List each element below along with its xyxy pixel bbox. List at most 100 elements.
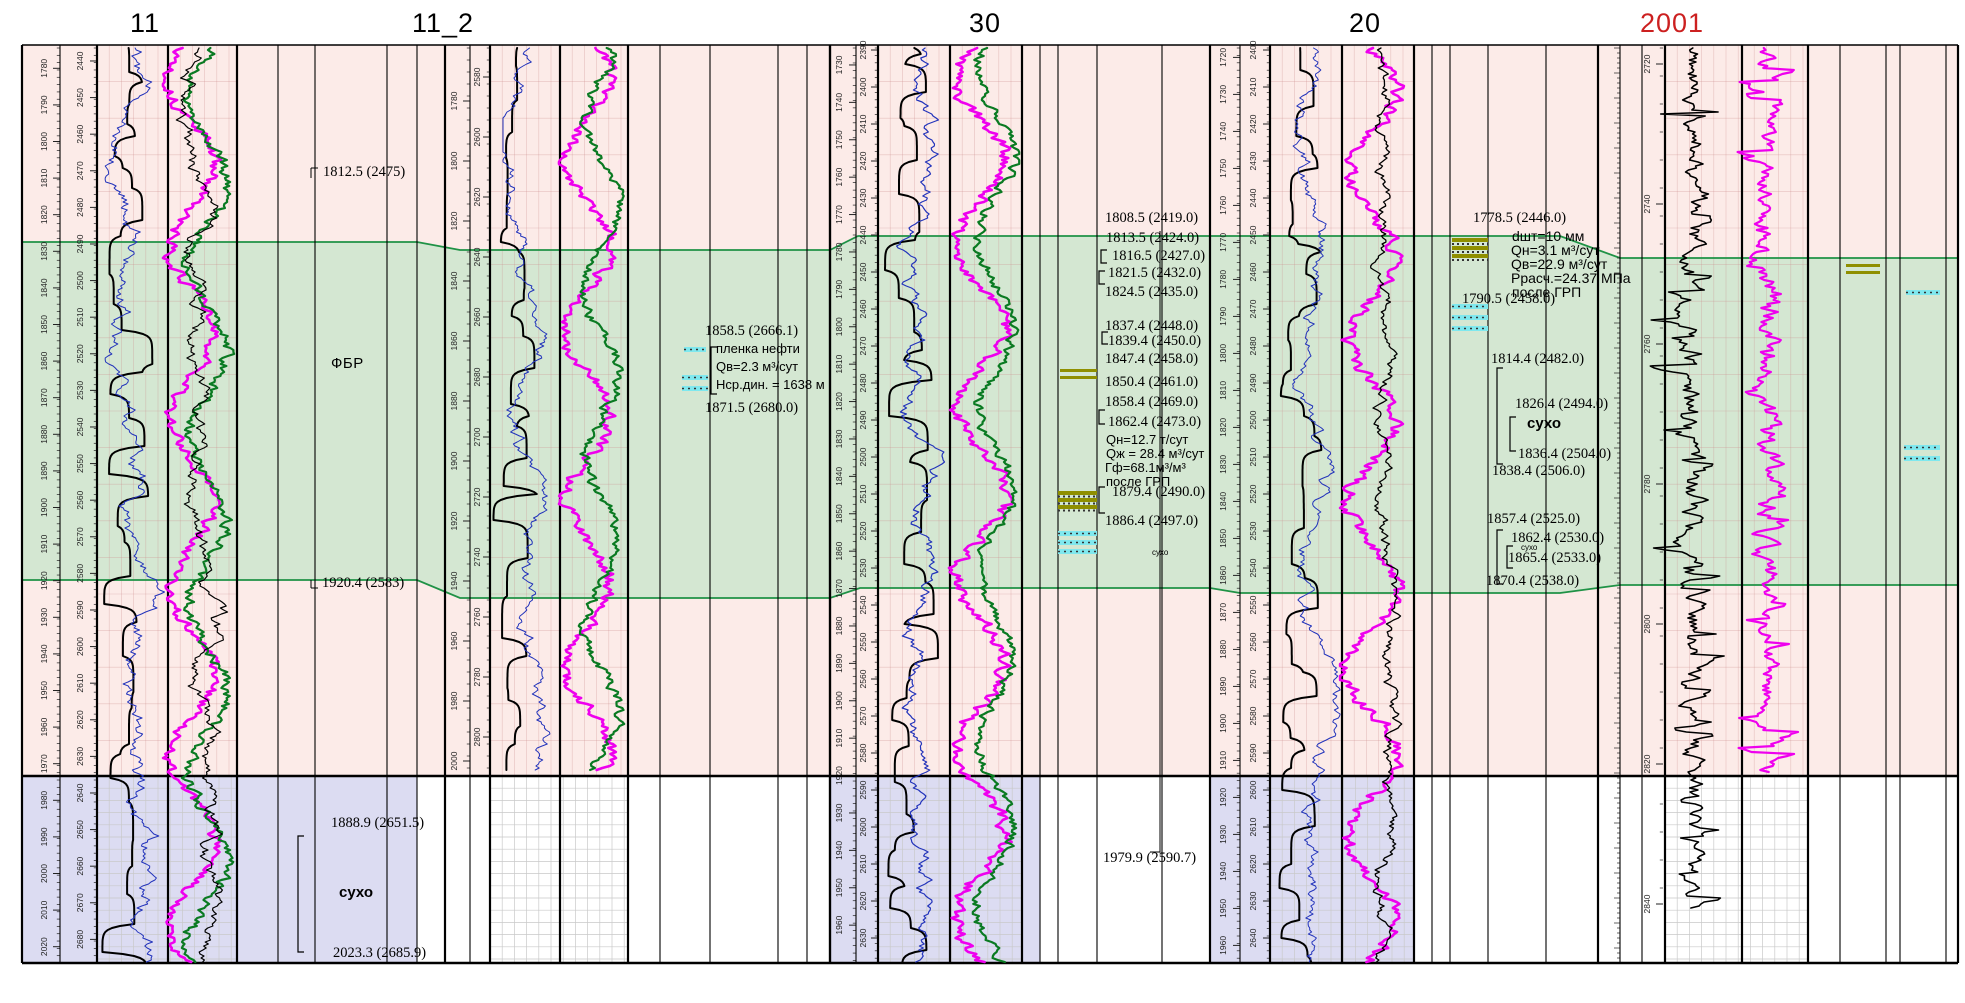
depth-tick-label: 1850	[1218, 529, 1228, 548]
depth-tick-label: 2590	[75, 600, 85, 619]
depth-tick-label: 2540	[1248, 558, 1258, 577]
depth-tick-label: 1810	[1218, 381, 1228, 400]
depth-tick-label: 1880	[449, 391, 459, 410]
depth-tick-label: 2780	[1642, 474, 1652, 493]
depth-tick-label: 1740	[1218, 122, 1228, 141]
depth-tick-label: 2000	[39, 864, 49, 883]
depth-tick-label: 2600	[75, 637, 85, 656]
depth-tick-label: 1830	[1218, 455, 1228, 474]
depth-tick-label: 2590	[1248, 743, 1258, 762]
depth-tick-label: 1860	[1218, 566, 1228, 585]
depth-tick-label: 1780	[834, 242, 844, 261]
depth-tick-label: 2470	[1248, 299, 1258, 318]
depth-tick-label: 1950	[834, 878, 844, 897]
depth-tick-label: 1890	[39, 461, 49, 480]
depth-tick-label: 2560	[75, 490, 85, 509]
depth-tick-label: 2390	[858, 40, 868, 59]
depth-tick-label: 1870	[834, 579, 844, 598]
depth-tick-label: 1960	[834, 915, 844, 934]
depth-tick-label: 2760	[1642, 334, 1652, 353]
depth-tick-label: 2720	[1642, 54, 1652, 73]
zone-top-line	[22, 235, 1958, 259]
depth-bracket	[1509, 416, 1516, 452]
depth-tick-label: 1910	[834, 728, 844, 747]
depth-tick-label: 2680	[472, 367, 482, 386]
depth-bracket	[1496, 367, 1503, 465]
depth-tick-label: 2550	[75, 454, 85, 473]
depth-tick-label: 1780	[1218, 270, 1228, 289]
lower-interval-zone	[830, 776, 1040, 963]
depth-tick-label: 1960	[39, 717, 49, 736]
log-curve	[557, 46, 618, 772]
depth-tick-label: 2480	[75, 198, 85, 217]
depth-tick-label: 2420	[1248, 114, 1258, 133]
green-interval-zone	[22, 236, 1958, 598]
depth-tick-label: 1760	[1218, 196, 1228, 215]
depth-tick-label: 1920	[449, 511, 459, 530]
depth-tick-label: 1870	[39, 388, 49, 407]
depth-tick-label: 2460	[858, 299, 868, 318]
depth-tick-label: 1910	[1218, 751, 1228, 770]
log-curve	[492, 47, 538, 771]
depth-tick-label: 2490	[75, 234, 85, 253]
depth-tick-label: 2520	[75, 344, 85, 363]
depth-tick-label: 1980	[449, 691, 459, 710]
depth-tick-label: 2520	[858, 521, 868, 540]
depth-tick-label: 1920	[39, 571, 49, 590]
log-curve	[577, 46, 626, 772]
depth-tick-label: 1980	[39, 791, 49, 810]
depth-tick-label: 1780	[449, 91, 459, 110]
depth-tick-label: 2530	[858, 558, 868, 577]
depth-tick-label: 2430	[858, 188, 868, 207]
depth-tick-label: 2700	[472, 427, 482, 446]
depth-tick-label: 2580	[472, 67, 482, 86]
depth-tick-label: 2560	[1248, 632, 1258, 651]
depth-tick-label: 2530	[1248, 521, 1258, 540]
depth-tick-label: 1930	[1218, 825, 1228, 844]
depth-bracket	[1098, 486, 1105, 514]
depth-tick-label: 2610	[75, 673, 85, 692]
depth-tick-label: 2760	[472, 607, 482, 626]
depth-bracket	[1100, 249, 1107, 264]
depth-bracket	[1098, 270, 1105, 285]
depth-tick-label: 2600	[1248, 780, 1258, 799]
depth-tick-label: 2450	[1248, 225, 1258, 244]
depth-tick-label: 2800	[472, 727, 482, 746]
depth-tick-label: 2490	[1248, 373, 1258, 392]
depth-tick-label: 1740	[834, 93, 844, 112]
depth-tick-label: 2400	[1248, 40, 1258, 59]
log-curve	[180, 46, 236, 964]
depth-tick-label: 1730	[834, 55, 844, 74]
depth-tick-label: 2590	[858, 780, 868, 799]
zone-bottom-line	[22, 579, 1958, 599]
depth-tick-label: 1830	[39, 242, 49, 261]
log-curve	[1292, 47, 1341, 963]
depth-tick-label: 2000	[449, 751, 459, 770]
depth-tick-label: 1780	[39, 59, 49, 78]
depth-tick-label: 1970	[39, 754, 49, 773]
depth-tick-label: 2580	[75, 564, 85, 583]
depth-tick-label: 1790	[39, 95, 49, 114]
depth-tick-label: 1840	[1218, 492, 1228, 511]
depth-tick-label: 1840	[834, 467, 844, 486]
depth-tick-label: 1820	[834, 392, 844, 411]
depth-tick-label: 1920	[1218, 788, 1228, 807]
depth-tick-label: 1720	[1218, 48, 1228, 67]
depth-tick-label: 2630	[858, 928, 868, 947]
lower-interval-zone	[22, 776, 417, 963]
depth-tick-label: 2720	[472, 487, 482, 506]
depth-tick-label: 2430	[1248, 151, 1258, 170]
depth-tick-label: 2500	[75, 271, 85, 290]
depth-tick-label: 2550	[858, 632, 868, 651]
depth-tick-label: 2450	[75, 88, 85, 107]
depth-tick-label: 1800	[834, 317, 844, 336]
log-curve	[1649, 47, 1725, 909]
depth-tick-label: 1830	[834, 429, 844, 448]
depth-bracket	[297, 835, 304, 953]
depth-tick-label: 2670	[75, 893, 85, 912]
depth-tick-label: 2420	[858, 151, 868, 170]
log-curve	[1736, 46, 1800, 774]
depth-tick-label: 1950	[1218, 899, 1228, 918]
depth-tick-label: 1730	[1218, 85, 1228, 104]
